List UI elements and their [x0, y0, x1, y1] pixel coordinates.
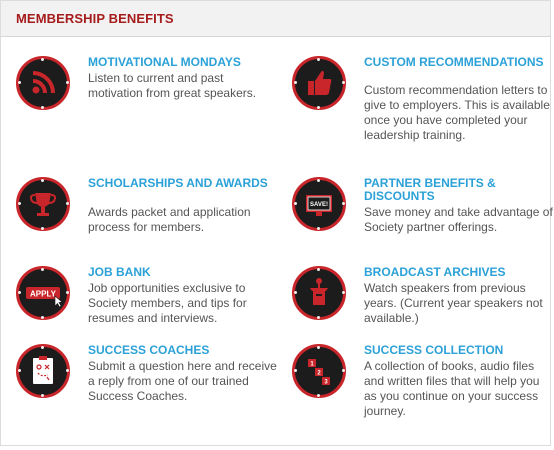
ring-dot [294, 81, 297, 84]
ring-dot [41, 394, 44, 397]
benefit-description: Awards packet and application process fo… [88, 205, 251, 234]
benefit-title[interactable]: MOTIVATIONAL MONDAYS [88, 55, 241, 69]
ring-dot [18, 369, 21, 372]
benefit-description: Job opportunities exclusive to Society m… [88, 281, 247, 325]
ring-dot [41, 346, 44, 349]
benefit-description: Listen to current and past motivation fr… [88, 71, 257, 100]
benefit-description: A collection of books, audio files and w… [364, 359, 540, 418]
ring-dot [41, 227, 44, 230]
benefit-title[interactable]: PARTNER BENEFITS & DISCOUNTS [364, 176, 496, 203]
benefit-title[interactable]: SUCCESS COLLECTION [364, 343, 504, 357]
benefit-title[interactable]: SCHOLARSHIPS AND AWARDS [88, 176, 268, 190]
save-sign-icon: SAVE! [292, 177, 346, 231]
save-label: SAVE! [310, 202, 328, 208]
ring-dot [317, 268, 320, 271]
numbered-blocks-icon: 1 2 3 [292, 344, 346, 398]
block-2-label: 2 [317, 371, 321, 377]
block-1-label: 1 [310, 362, 314, 368]
ring-dot [317, 106, 320, 109]
ring-dot [41, 268, 44, 271]
benefit-title[interactable]: CUSTOM RECOMMENDATIONS [364, 55, 544, 69]
panel-header: MEMBERSHIP BENEFITS [1, 1, 550, 37]
ring-dot [342, 291, 345, 294]
benefit-title[interactable]: BROADCAST ARCHIVES [364, 265, 506, 279]
ring-dot [294, 291, 297, 294]
podium-icon [292, 266, 346, 320]
ring-dot [317, 316, 320, 319]
clipboard-icon [16, 344, 70, 398]
ring-dot [66, 202, 69, 205]
panel-title: MEMBERSHIP BENEFITS [16, 11, 174, 26]
ring-dot [41, 58, 44, 61]
ring-dot [317, 346, 320, 349]
ring-dot [294, 202, 297, 205]
ring-dot [18, 81, 21, 84]
ring-dot [317, 227, 320, 230]
thumbs-up-icon [292, 56, 346, 110]
benefit-title[interactable]: SUCCESS COACHES [88, 343, 210, 357]
rss-icon [16, 56, 70, 110]
apply-label: APPLY [30, 290, 57, 299]
ring-dot [342, 202, 345, 205]
block-3-label: 3 [324, 380, 328, 386]
ring-dot [18, 202, 21, 205]
benefit-description: Submit a question here and receive a rep… [88, 359, 277, 403]
ring-dot [66, 369, 69, 372]
ring-dot [41, 106, 44, 109]
ring-dot [294, 369, 297, 372]
ring-dot [41, 316, 44, 319]
ring-dot [317, 394, 320, 397]
trophy-icon [16, 177, 70, 231]
benefit-description: Custom recommendation letters to give to… [364, 83, 550, 142]
ring-dot [18, 291, 21, 294]
benefit-description: Save money and take advantage of Society… [364, 205, 553, 234]
benefit-description: Watch speakers from previous years. (Cur… [364, 281, 543, 325]
ring-dot [317, 58, 320, 61]
ring-dot [41, 179, 44, 182]
ring-dot [66, 291, 69, 294]
apply-button-icon: APPLY [16, 266, 70, 320]
ring-dot [342, 369, 345, 372]
ring-dot [342, 81, 345, 84]
ring-dot [317, 179, 320, 182]
benefit-title[interactable]: JOB BANK [88, 265, 151, 279]
ring-dot [66, 81, 69, 84]
